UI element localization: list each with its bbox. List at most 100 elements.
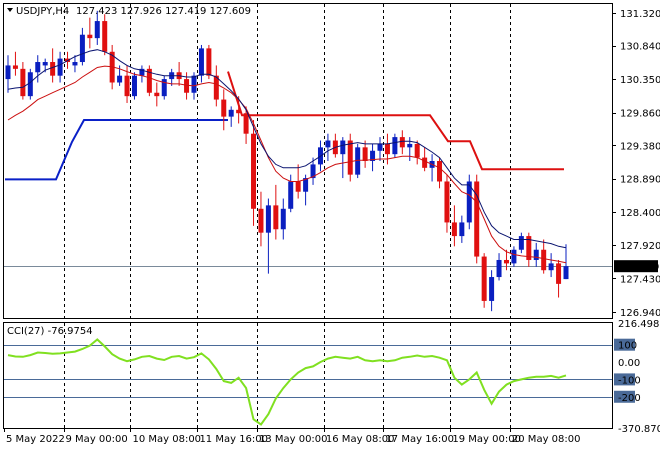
current-price-label: 127.609 [618, 262, 659, 273]
candle [176, 62, 182, 86]
price-tick-label: 126.940 [620, 308, 660, 319]
indicator-window-frame [3, 322, 613, 429]
candle [340, 137, 346, 179]
cci-tick-label: 0.00 [618, 358, 640, 369]
cci-tick-label: 100 [618, 341, 637, 352]
price-tick-label: 127.920 [620, 241, 660, 252]
candle [347, 133, 353, 182]
candle [72, 55, 78, 73]
candle [146, 65, 152, 97]
candle [332, 133, 338, 158]
cci-axis: 216.4983 100 0.00 -100 -200 -370.8706 [614, 319, 660, 435]
candle [206, 44, 212, 80]
candle [79, 27, 85, 66]
candle [466, 174, 472, 230]
candle [258, 191, 264, 247]
candle [228, 106, 234, 127]
candle [377, 137, 383, 161]
candle [370, 143, 376, 172]
candle [131, 72, 137, 100]
price-tick-label: 129.860 [620, 109, 660, 120]
candle [5, 55, 11, 93]
candle [87, 17, 93, 49]
candle [422, 147, 428, 172]
cci-tick-label: -200 [618, 393, 641, 404]
candle [414, 140, 420, 165]
candle [213, 65, 219, 107]
price-axis: 131.320 130.840 130.350 129.860 129.380 128.8… [612, 9, 660, 319]
candle [556, 259, 562, 298]
ma-slow-line [7, 65, 567, 264]
price-tick-label: 128.400 [620, 208, 660, 219]
candle [533, 242, 539, 267]
candle [392, 133, 398, 158]
time-tick-label: 17 May 16:00 [385, 434, 454, 445]
candle [481, 253, 487, 308]
candle [102, 14, 108, 56]
cci-series [7, 338, 567, 426]
candle [57, 51, 63, 83]
candle [265, 198, 271, 274]
stop-lower-line [5, 119, 228, 181]
candle [451, 205, 457, 247]
ma-fast-line [7, 49, 567, 249]
candle [198, 44, 204, 83]
symbol-label: USDJPY,H4 [16, 6, 69, 17]
candle [563, 244, 569, 280]
moving-averages [7, 49, 567, 264]
candle [325, 133, 331, 161]
candle [154, 82, 160, 107]
cci-label: CCI(27) -76.9754 [7, 326, 93, 337]
time-tick-label: 5 May 2022 [6, 434, 65, 445]
time-tick-label: 11 May 16:00 [199, 434, 268, 445]
ohlc-label: 127.423 127.926 127.419 127.609 [76, 6, 251, 17]
candle [548, 253, 554, 278]
stop-upper-line [227, 71, 564, 171]
candle [310, 157, 316, 185]
candle [518, 232, 524, 254]
candle [251, 120, 257, 226]
candle [496, 253, 502, 281]
candle [429, 154, 435, 182]
candle [444, 174, 450, 233]
price-tick-label: 131.320 [620, 9, 660, 20]
time-tick-label: 10 May 08:00 [132, 434, 201, 445]
time-tick-label: 16 May 08:00 [326, 434, 395, 445]
candle [355, 143, 361, 179]
time-tick-label: 13 May 00:00 [259, 434, 328, 445]
time-tick-label: 19 May 00:00 [452, 434, 521, 445]
candle [20, 62, 26, 100]
candle [27, 68, 33, 100]
candle [243, 106, 249, 144]
candle [94, 10, 100, 45]
candle [503, 249, 509, 271]
candle [50, 48, 56, 83]
dropdown-triangle-icon[interactable] [7, 8, 13, 12]
price-tick-label: 130.840 [620, 42, 660, 53]
candle [221, 89, 227, 131]
candle [407, 137, 413, 161]
candle [384, 133, 390, 165]
candle [273, 184, 279, 240]
candle [489, 270, 495, 312]
time-tick-label: 9 May 00:00 [66, 434, 128, 445]
candle [161, 75, 167, 100]
candle [35, 55, 41, 83]
candle [236, 96, 242, 124]
candle [541, 239, 547, 274]
candle [139, 65, 145, 83]
candle [474, 174, 480, 264]
cci-line [7, 338, 567, 426]
candle [280, 198, 286, 240]
header: USDJPY,H4 127.423 127.926 127.419 127.60… [7, 6, 251, 17]
current-price-badge: 127.609 [614, 260, 659, 273]
candle [511, 246, 517, 267]
candle [459, 215, 465, 243]
candle [399, 130, 405, 155]
time-tick-label: 20 May 08:00 [512, 434, 581, 445]
price-tick-label: 128.890 [620, 175, 660, 186]
cci-levels [4, 345, 612, 398]
price-tick-label: 127.430 [620, 274, 660, 285]
